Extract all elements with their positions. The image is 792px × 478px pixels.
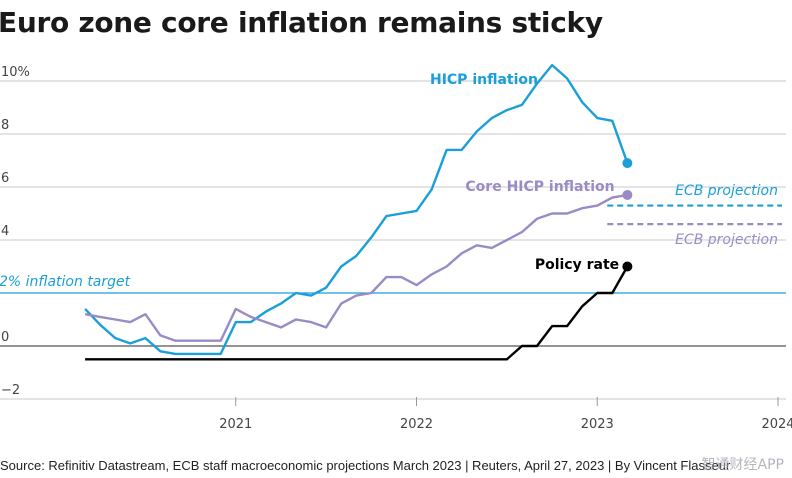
x-tick-label: 2024	[761, 417, 792, 432]
series-line-policy	[85, 265, 629, 361]
x-tick-label: 2023	[581, 417, 614, 432]
series-endpoint-core	[622, 189, 633, 200]
y-tick-label: −2	[1, 383, 20, 398]
y-tick-label: 8	[1, 118, 9, 133]
y-tick-label: 6	[1, 171, 9, 186]
x-tick-label: 2022	[400, 417, 433, 432]
series-labels: HICP inflation Core HICP inflation Policy …	[430, 72, 619, 273]
y-tick-label: 10%	[1, 65, 30, 80]
series-lines	[84, 63, 633, 361]
series-label-core: Core HICP inflation	[465, 179, 614, 195]
series-endpoint-hicp	[622, 158, 633, 169]
x-tick-label: 2021	[219, 417, 252, 432]
series-label-policy: Policy rate	[535, 257, 619, 273]
projection-label-core: ECB projection	[675, 232, 778, 248]
projection-label-hicp: ECB projection	[675, 183, 778, 199]
series-line-hicp	[84, 63, 629, 356]
series-line-core	[84, 193, 628, 342]
y-tick-label: 4	[1, 224, 9, 239]
y-axis-ticks: 10% 8 6 4 0 −2	[1, 65, 30, 398]
source-note: Source: Refinitiv Datastream, ECB staff …	[0, 458, 731, 473]
projection-lines: ECB projection ECB projection	[607, 183, 782, 248]
target-line-group: 2% inflation target	[0, 274, 786, 294]
y-tick-label: 0	[1, 330, 9, 345]
series-endpoint-policy	[622, 261, 633, 272]
target-label: 2% inflation target	[0, 274, 131, 290]
chart-title: Euro zone core inflation remains sticky	[0, 6, 603, 39]
watermark: 智通财经APP	[701, 457, 784, 473]
grid-lines	[0, 80, 786, 406]
series-label-hicp: HICP inflation	[430, 72, 538, 88]
x-axis-ticks: 2021 2022 2023 2024	[219, 417, 792, 432]
